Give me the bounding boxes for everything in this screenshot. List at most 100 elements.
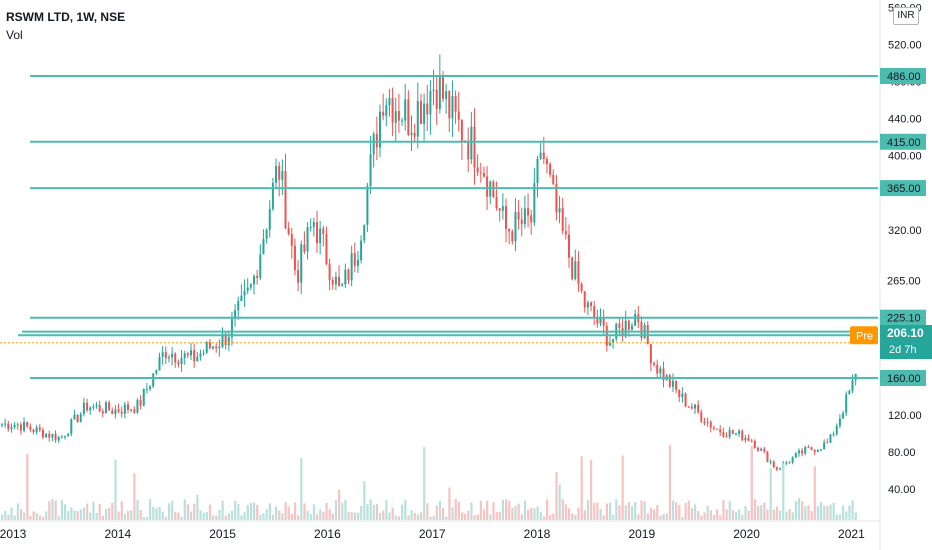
candle-body <box>571 257 574 279</box>
candle-body <box>832 434 835 436</box>
candle-body <box>89 407 92 411</box>
x-tick-label: 2017 <box>419 527 446 541</box>
candle-body <box>659 368 662 374</box>
volume-bar <box>514 505 517 520</box>
volume-bar <box>212 515 215 520</box>
candle-body <box>253 275 255 285</box>
bar-countdown: 2d 7h <box>889 344 917 356</box>
candle-body <box>775 467 778 470</box>
candle-body <box>29 426 32 430</box>
volume-bar <box>709 510 712 520</box>
volume-bar <box>149 499 152 520</box>
candle-body <box>246 287 249 291</box>
candle-body <box>76 414 79 422</box>
candle-body <box>668 375 671 387</box>
candle-body <box>167 357 170 359</box>
pre-label-badge[interactable] <box>850 326 878 345</box>
volume-bar <box>79 509 82 520</box>
price-level-badge <box>880 133 926 150</box>
volume-bar <box>268 503 271 520</box>
volume-bar <box>312 504 316 520</box>
volume-bar <box>476 514 479 520</box>
candle-body <box>369 154 372 186</box>
volume-bar <box>95 512 98 520</box>
candle-body <box>145 388 148 390</box>
candle-body <box>193 350 196 362</box>
volume-bar <box>467 510 470 520</box>
candle-body <box>797 450 800 454</box>
candle-body <box>350 253 353 281</box>
candle-body <box>779 468 782 470</box>
candle-body <box>813 449 816 452</box>
volume-bar <box>517 503 520 520</box>
candle-body <box>215 346 218 349</box>
volume-bar <box>224 515 227 520</box>
candle-body <box>410 132 413 135</box>
volume-bar <box>174 511 177 520</box>
volume-bar <box>51 499 54 520</box>
candle-body <box>394 111 397 123</box>
volume-bar <box>218 509 221 520</box>
volume-indicator-label[interactable]: Vol <box>6 28 23 42</box>
candle-body <box>842 413 845 419</box>
volume-bar <box>435 505 438 520</box>
candle-body <box>757 448 759 451</box>
volume-bar <box>671 500 675 520</box>
volume-bar <box>706 505 709 520</box>
candle-body <box>505 206 507 229</box>
volume-bar <box>684 502 687 520</box>
candle-body <box>45 433 48 438</box>
candle-body <box>92 406 95 408</box>
candle-body <box>763 448 766 452</box>
y-tick-label: 120.00 <box>888 410 922 422</box>
volume-bar <box>505 499 508 520</box>
candle-body <box>130 409 133 411</box>
volume-bar <box>76 511 79 520</box>
price-level-badge <box>880 309 926 326</box>
volume-bar <box>4 510 7 520</box>
volume-bar <box>533 508 536 520</box>
candle-body <box>517 212 520 220</box>
volume-bar <box>379 512 382 520</box>
candle-body <box>649 344 652 364</box>
candle-body <box>379 111 381 148</box>
candle-body <box>549 164 552 175</box>
volume-bar <box>256 504 259 520</box>
volume-bar <box>536 506 539 520</box>
candle-body <box>190 350 192 356</box>
volume-bar <box>775 506 779 520</box>
volume-bar <box>675 502 678 520</box>
y-tick-label: 40.00 <box>888 484 916 496</box>
candle-body <box>467 141 470 160</box>
volume-bar <box>697 510 700 520</box>
volume-bar <box>498 512 501 520</box>
candle-body <box>539 152 542 159</box>
currency-badge[interactable]: INR <box>893 7 919 25</box>
volume-bar <box>281 513 284 520</box>
x-tick-label: 2013 <box>0 527 27 541</box>
candle-body <box>599 317 602 324</box>
volume-bar <box>388 512 391 520</box>
candle-body <box>155 370 158 374</box>
volume-bar <box>89 512 92 520</box>
volume-bar <box>429 516 432 520</box>
price-level-badge <box>880 272 926 289</box>
volume-bar <box>489 514 492 520</box>
candle-body <box>753 440 756 449</box>
candle-body <box>416 101 419 137</box>
volume-bar <box>287 506 290 520</box>
candle-body <box>602 317 605 326</box>
candle-body <box>397 111 400 121</box>
candle-body <box>224 333 227 346</box>
volume-bar <box>293 502 297 520</box>
volume-bar <box>634 502 637 520</box>
volume-bar <box>823 505 826 520</box>
candle-body <box>366 185 369 225</box>
candle-body <box>734 433 737 435</box>
candle-body <box>766 451 769 463</box>
volume-bar <box>372 504 375 520</box>
candle-body <box>208 342 211 349</box>
volume-bar <box>744 505 747 520</box>
candle-body <box>322 228 325 235</box>
